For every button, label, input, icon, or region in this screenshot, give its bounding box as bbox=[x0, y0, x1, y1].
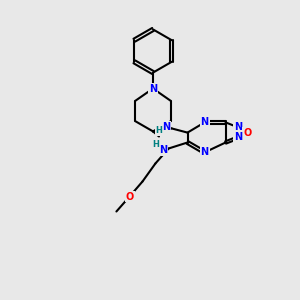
Text: H: H bbox=[153, 140, 159, 149]
Text: N: N bbox=[149, 83, 157, 94]
Text: O: O bbox=[125, 191, 134, 202]
Text: N: N bbox=[162, 122, 170, 132]
Text: N: N bbox=[200, 117, 209, 128]
Text: N: N bbox=[159, 145, 167, 155]
Text: N: N bbox=[200, 147, 209, 158]
Text: N: N bbox=[234, 132, 243, 142]
Text: H: H bbox=[156, 126, 162, 135]
Text: N: N bbox=[234, 122, 243, 133]
Text: O: O bbox=[243, 128, 252, 138]
